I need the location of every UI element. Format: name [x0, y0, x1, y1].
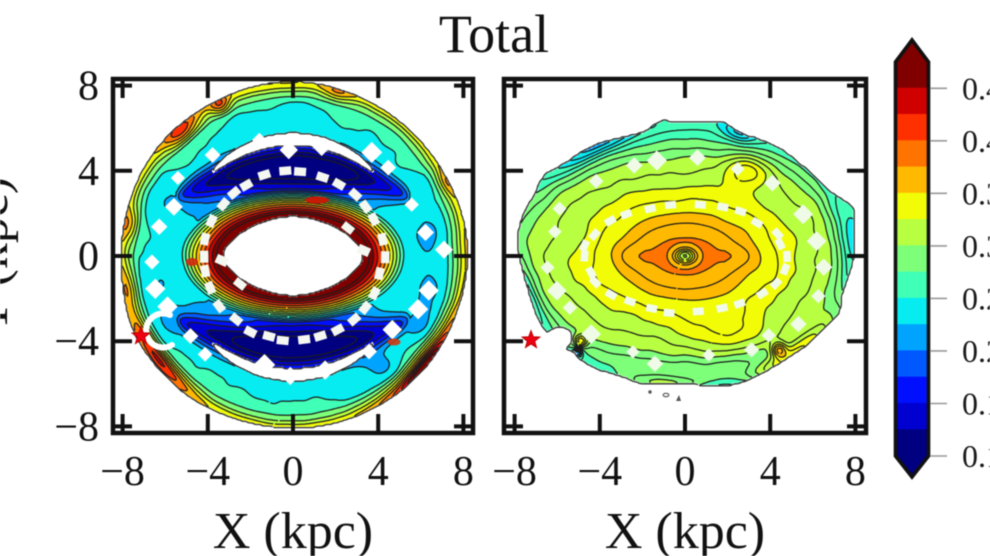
svg-text:0.2: 0.2 — [962, 333, 990, 369]
svg-text:4: 4 — [78, 149, 99, 195]
svg-text:−4: −4 — [185, 449, 230, 495]
svg-text:Y (kpc): Y (kpc) — [0, 177, 19, 335]
svg-text:−8: −8 — [492, 449, 537, 495]
svg-text:0.3: 0.3 — [962, 228, 990, 264]
svg-text:−4: −4 — [577, 449, 622, 495]
svg-text:8: 8 — [78, 64, 99, 110]
svg-text:0.15: 0.15 — [962, 386, 990, 422]
svg-text:0.25: 0.25 — [962, 280, 990, 316]
svg-text:0: 0 — [675, 449, 696, 495]
svg-text:−4: −4 — [54, 319, 99, 365]
svg-text:−8: −8 — [100, 449, 145, 495]
svg-text:0: 0 — [283, 449, 304, 495]
svg-text:0.1: 0.1 — [962, 438, 990, 474]
svg-text:−8: −8 — [54, 404, 99, 450]
svg-text:4: 4 — [368, 449, 389, 495]
svg-text:0: 0 — [78, 234, 99, 280]
svg-text:8: 8 — [453, 449, 474, 495]
svg-text:0.45: 0.45 — [962, 70, 990, 106]
svg-text:X (kpc): X (kpc) — [213, 503, 373, 556]
svg-text:Total: Total — [439, 4, 549, 64]
svg-text:0.4: 0.4 — [962, 123, 990, 159]
svg-text:X (kpc): X (kpc) — [605, 503, 765, 556]
svg-text:0.35: 0.35 — [962, 175, 990, 211]
svg-text:8: 8 — [845, 449, 866, 495]
svg-text:4: 4 — [760, 449, 781, 495]
